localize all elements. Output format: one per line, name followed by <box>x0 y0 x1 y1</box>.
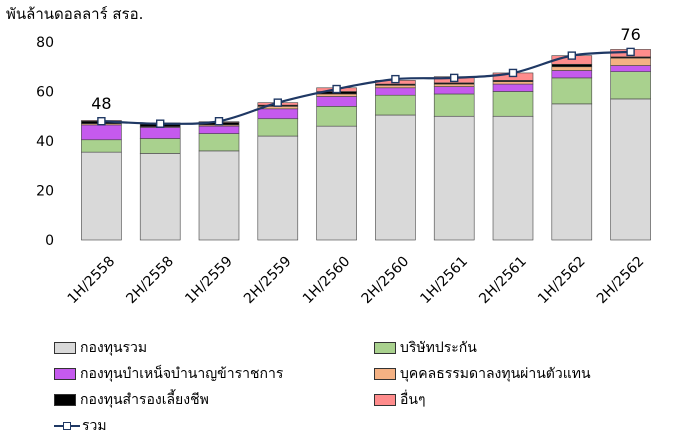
bar-segment <box>139 153 181 241</box>
total-line-marker <box>450 73 459 83</box>
total-line-marker <box>508 68 518 78</box>
y-axis: 0 20 40 60 80 <box>36 35 54 249</box>
bar-segment <box>433 83 475 87</box>
x-axis: 1H/2558 2H/2558 1H/2559 2H/2559 1H/2560 2H/25… <box>65 254 648 308</box>
bar-segment <box>551 63 593 68</box>
x-tick-label: 2H/2559 <box>241 254 295 308</box>
bar-segment <box>316 93 357 97</box>
bar-segment <box>81 124 122 141</box>
x-tick-label: 1H/2562 <box>535 254 589 308</box>
bar-segment <box>257 135 299 241</box>
bar-segment <box>139 138 181 154</box>
bar-segment <box>198 133 240 152</box>
bar-segment <box>375 94 416 116</box>
y-tick-label: 0 <box>45 233 54 249</box>
legend-swatch <box>374 342 396 354</box>
bar-segment <box>198 150 240 241</box>
legend-item-others: อื่นๆ <box>374 390 426 410</box>
total-line-marker <box>567 51 576 60</box>
x-tick-label: 1H/2560 <box>300 254 354 308</box>
bar-segment <box>492 81 534 85</box>
bar-segment <box>316 106 357 127</box>
bar-segment <box>316 125 357 241</box>
legend: กองทุนรวม บริษัทประกัน กองทุนบำเหน็จบำนา… <box>0 334 690 443</box>
legend-swatch <box>54 368 76 380</box>
bar-segment <box>198 125 240 134</box>
bar-segment <box>551 66 593 71</box>
bar-segment <box>610 98 651 241</box>
legend-item-insurance: บริษัทประกัน <box>374 338 477 358</box>
bar-segment <box>257 108 299 120</box>
data-label: 76 <box>620 25 640 44</box>
bar-segment <box>139 127 181 139</box>
bar-segment <box>81 139 122 153</box>
bar-segment <box>375 114 416 241</box>
legend-item-provident-fund: กองทุนสำรองเลี้ยงชีพ <box>54 390 209 410</box>
y-tick-label: 40 <box>36 134 54 150</box>
legend-label: บริษัทประกัน <box>400 340 477 356</box>
total-line-marker <box>214 116 224 126</box>
bar-segment <box>610 57 651 66</box>
data-labels: 48 76 <box>91 25 641 113</box>
data-label: 48 <box>91 94 111 113</box>
bar-stacks <box>81 49 651 241</box>
bar-segment <box>433 93 475 117</box>
legend-item-mutual-funds: กองทุนรวม <box>54 338 147 358</box>
bar-segment <box>316 96 357 107</box>
x-tick-label: 1H/2558 <box>65 254 119 308</box>
x-tick-label: 1H/2561 <box>417 254 471 308</box>
total-line-marker <box>97 116 106 126</box>
x-tick-label: 2H/2562 <box>594 254 648 308</box>
bar-segment <box>433 115 475 241</box>
total-line-marker <box>273 98 282 107</box>
chart-title: พันล้านดอลลาร์ สรอ. <box>6 5 144 23</box>
bar-segment <box>375 85 416 89</box>
y-tick-label: 60 <box>36 85 54 101</box>
legend-label: อื่นๆ <box>400 392 426 408</box>
legend-swatch <box>54 342 76 354</box>
legend-label: รวม <box>82 418 107 434</box>
bar-segment <box>433 86 475 95</box>
bar-segment <box>257 118 299 137</box>
legend-line-marker <box>54 420 80 432</box>
total-line <box>101 50 631 125</box>
y-tick-label: 80 <box>36 35 54 51</box>
total-line-series <box>97 47 635 128</box>
x-tick-label: 1H/2559 <box>182 254 236 308</box>
legend-swatch <box>374 368 396 380</box>
legend-label: กองทุนรวม <box>80 340 148 356</box>
x-tick-label: 2H/2561 <box>476 254 530 308</box>
total-line-marker <box>626 47 635 57</box>
legend-swatch <box>54 394 76 406</box>
legend-swatch <box>374 394 396 406</box>
legend-label: กองทุนสำรองเลี้ยงชีพ <box>80 392 209 408</box>
total-line-marker <box>391 74 400 84</box>
x-tick-label: 2H/2558 <box>123 254 177 308</box>
bar-segment <box>492 91 534 117</box>
legend-item-individuals-via-agents: บุคคลธรรมดาลงทุนผ่านตัวแทน <box>374 364 591 384</box>
bar-segment <box>81 151 122 241</box>
x-tick-label: 2H/2560 <box>359 254 413 308</box>
total-line-marker <box>332 84 341 94</box>
bar-segment <box>551 77 593 105</box>
bar-segment <box>610 65 651 72</box>
bar-segment <box>375 87 416 96</box>
total-line-marker <box>155 119 165 128</box>
legend-label: บุคคลธรรมดาลงทุนผ่านตัวแทน <box>400 366 591 382</box>
bar-segment <box>551 70 593 79</box>
bar-segment <box>610 71 651 100</box>
bar-segment <box>492 83 534 92</box>
y-tick-label: 20 <box>36 184 54 200</box>
legend-item-total: รวม <box>54 416 107 436</box>
legend-label: กองทุนบำเหน็จบำนาญข้าราชการ <box>80 366 284 382</box>
bar-segment <box>492 115 534 241</box>
bar-segment <box>551 103 593 241</box>
legend-item-gpf: กองทุนบำเหน็จบำนาญข้าราชการ <box>54 364 283 384</box>
